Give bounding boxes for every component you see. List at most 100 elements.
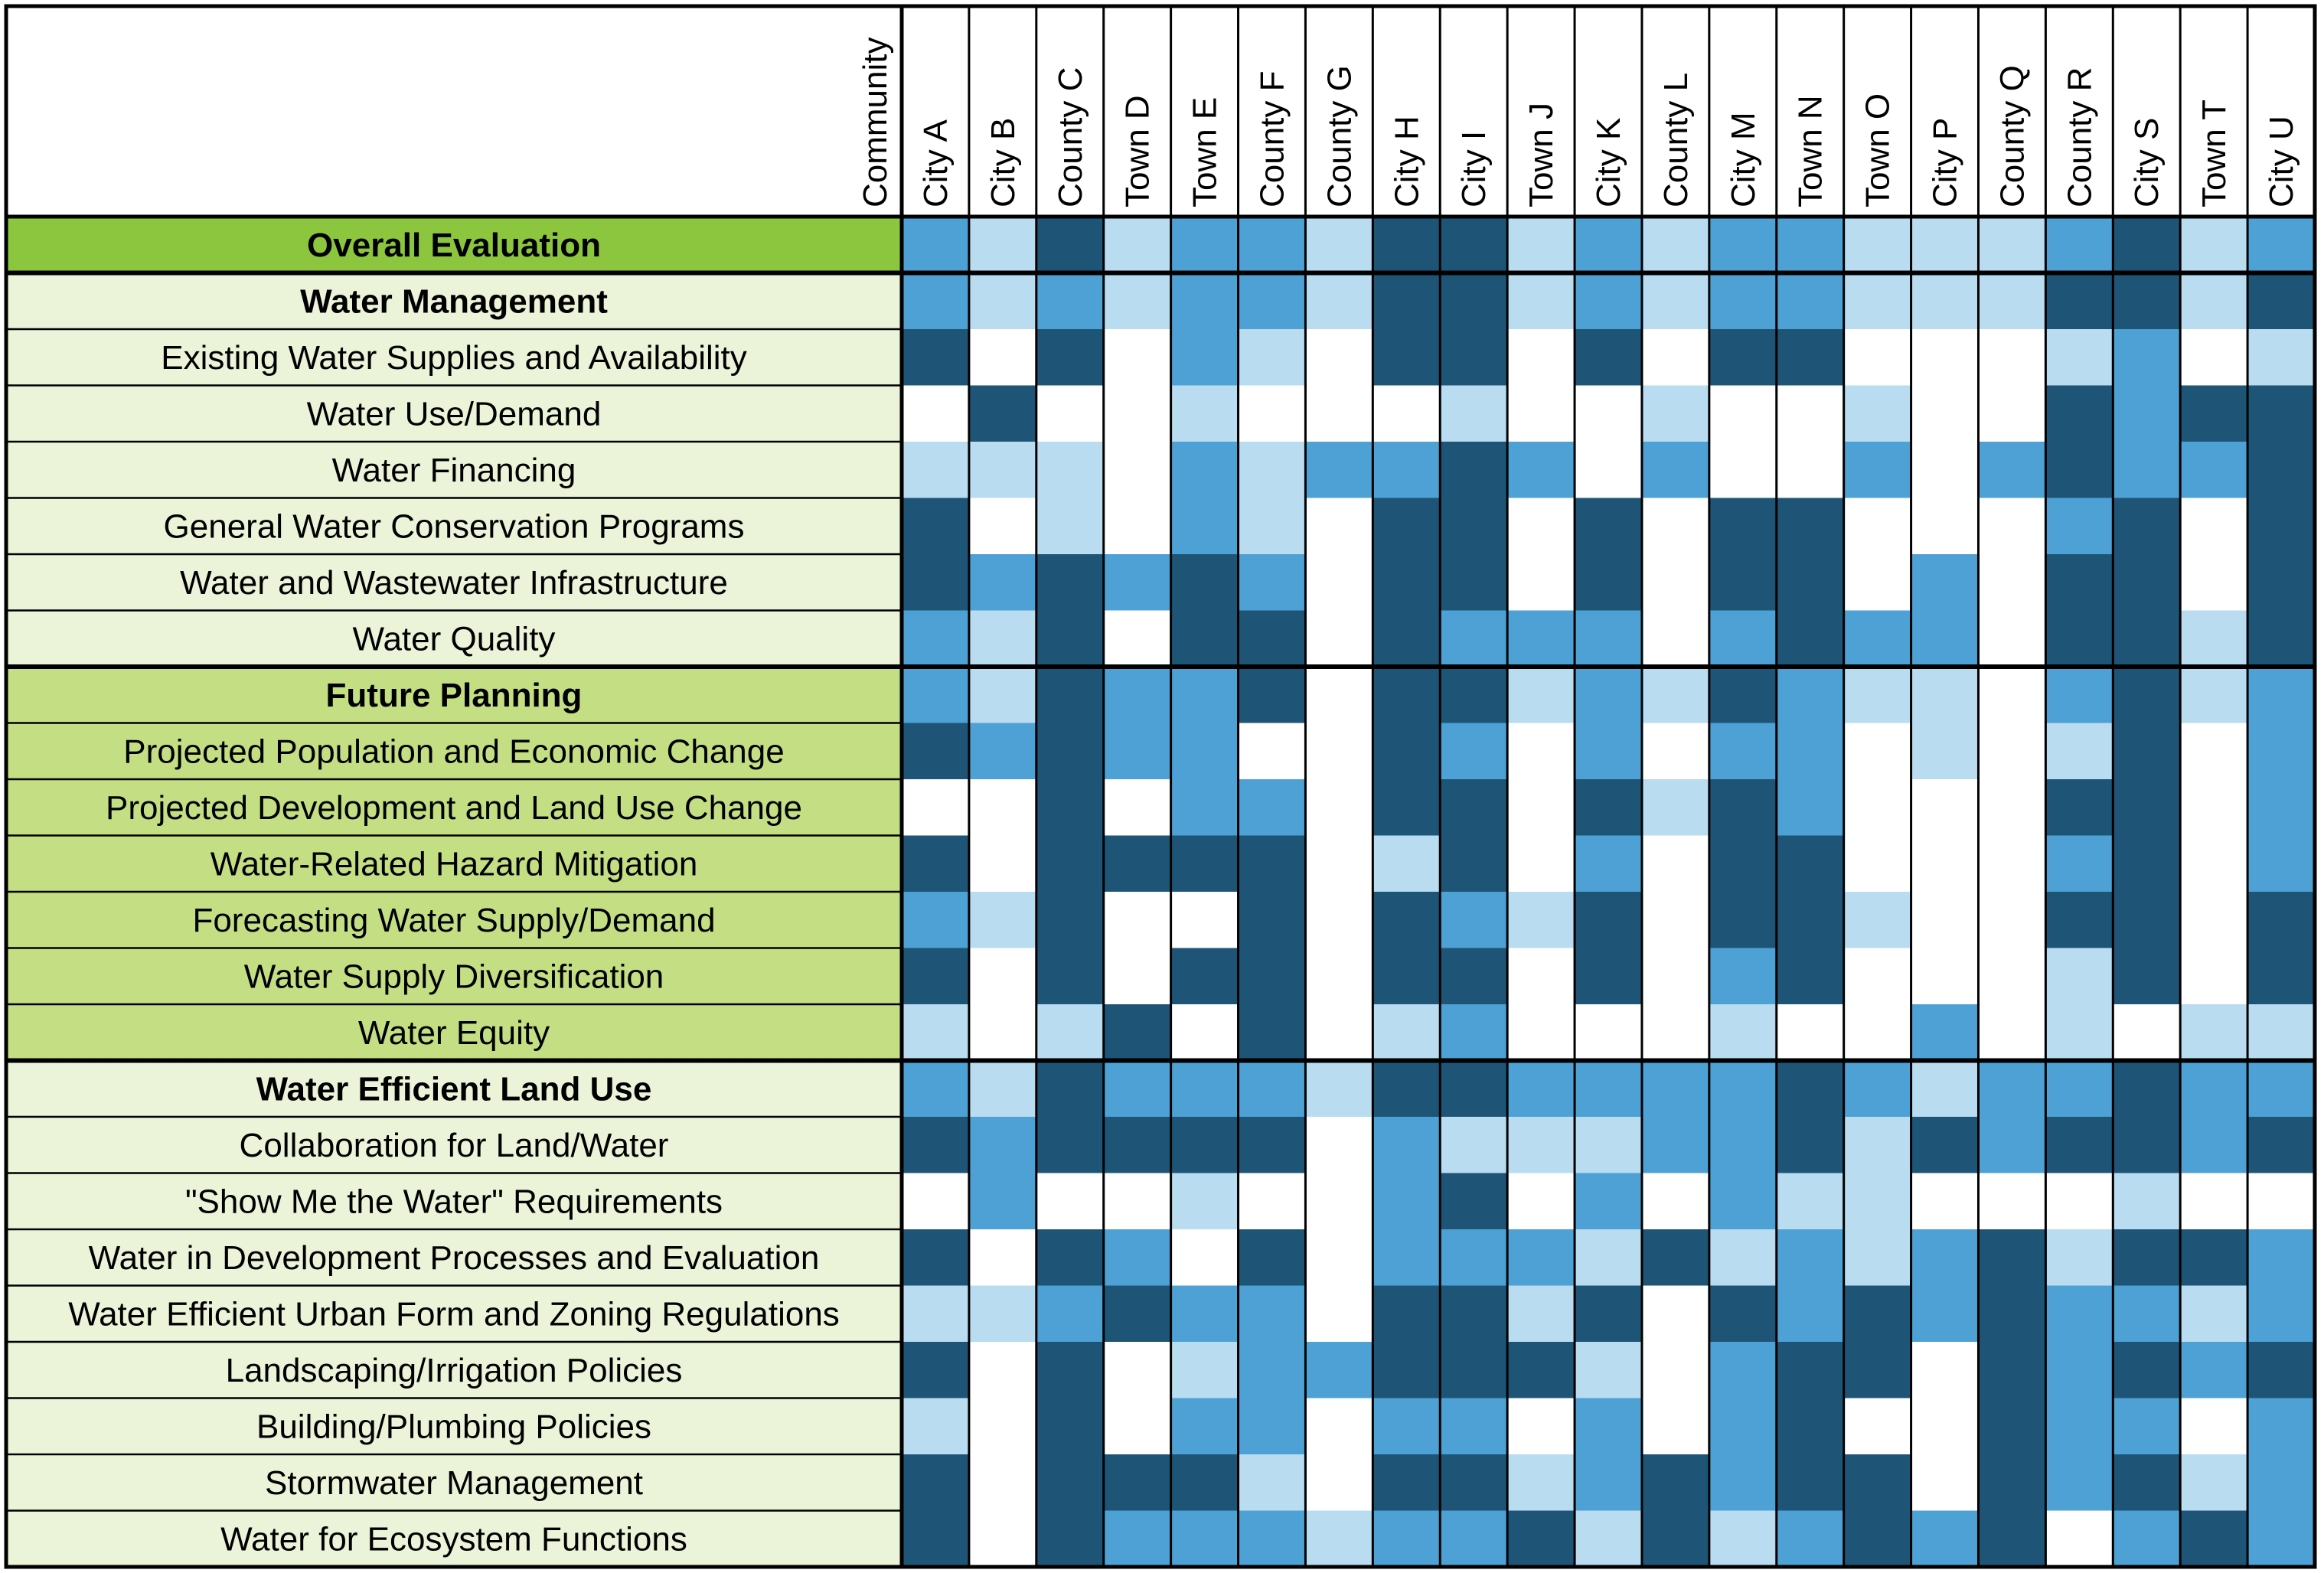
heatmap-cell: [2247, 1454, 2316, 1512]
heatmap-cell: [2113, 948, 2181, 1005]
heatmap-cell: [968, 217, 1037, 274]
heatmap-cell: [2180, 1285, 2248, 1343]
heatmap-cell: [1776, 385, 1845, 442]
heatmap-cell: [1373, 329, 1441, 387]
heatmap-cell: [1843, 554, 1912, 612]
heatmap-cell: [1373, 1454, 1441, 1512]
heatmap-cell: [1507, 442, 1575, 499]
heatmap-cell: [1641, 329, 1710, 387]
heatmap-cell: [1978, 892, 2046, 949]
row-label: Water Management: [300, 282, 608, 320]
heatmap-cell: [1238, 329, 1307, 387]
heatmap-cell: [1036, 385, 1105, 442]
heatmap-cell: [1709, 1285, 1777, 1343]
heatmap-cell: [2180, 442, 2248, 499]
row-label-background: [6, 554, 902, 612]
heatmap-cell: [1238, 442, 1307, 499]
heatmap-cell: [2113, 554, 2181, 612]
heatmap-cell: [1373, 273, 1441, 330]
heatmap-cell: [902, 498, 970, 555]
heatmap-cell: [2180, 498, 2248, 555]
heatmap-cell: [1305, 835, 1373, 893]
heatmap-cell: [2045, 723, 2113, 780]
heatmap-cell: [1641, 1285, 1710, 1343]
row-label: Water Efficient Urban Form and Zoning Re…: [68, 1295, 840, 1333]
heatmap-cell: [2180, 1173, 2248, 1230]
column-label: City B: [984, 118, 1022, 207]
heatmap-cell: [2045, 892, 2113, 949]
heatmap-cell: [968, 1342, 1037, 1399]
heatmap-cell: [2247, 1004, 2316, 1062]
heatmap-cell: [1440, 1004, 1508, 1062]
heatmap-cell: [1440, 892, 1508, 949]
heatmap-cell: [1170, 667, 1239, 724]
heatmap-cell: [1507, 1173, 1575, 1230]
heatmap-cell: [2113, 610, 2181, 667]
heatmap-cell: [2113, 1060, 2181, 1118]
heatmap-cell: [1776, 892, 1845, 949]
heatmap-cell: [902, 442, 970, 499]
heatmap-cell: [1305, 329, 1373, 387]
row-label: Water Use/Demand: [307, 395, 602, 432]
heatmap-cell: [1776, 948, 1845, 1005]
heatmap-cell: [1170, 723, 1239, 780]
heatmap-cell: [1641, 835, 1710, 893]
heatmap-cell: [1373, 1285, 1441, 1343]
heatmap-cell: [1440, 667, 1508, 724]
heatmap-cell: [1978, 1342, 2046, 1399]
heatmap-cell: [1036, 1229, 1105, 1287]
heatmap-cell: [1036, 835, 1105, 893]
heatmap-cell: [1507, 1060, 1575, 1118]
heatmap-cell: [1911, 835, 1980, 893]
row-label: Projected Population and Economic Change: [123, 733, 784, 770]
heatmap-cell: [2045, 1173, 2113, 1230]
heatmap-cell: [1238, 610, 1307, 667]
heatmap-cell: [1575, 273, 1643, 330]
column-label: County R: [2061, 67, 2098, 207]
heatmap-cell: [1641, 892, 1710, 949]
heatmap-cell: [1911, 1285, 1980, 1343]
heatmap-cell: [1575, 610, 1643, 667]
row-label: Future Planning: [326, 677, 583, 714]
heatmap-cell: [1507, 1510, 1575, 1568]
heatmap-cell: [1440, 1510, 1508, 1568]
row-label: Water and Wastewater Infrastructure: [180, 564, 728, 602]
heatmap-cell: [1843, 1173, 1912, 1230]
heatmap-cell: [2113, 1342, 2181, 1399]
row-label-background: [6, 723, 902, 780]
heatmap-cell: [1170, 498, 1239, 555]
heatmap-cell: [1507, 723, 1575, 780]
heatmap-cell: [1575, 1173, 1643, 1230]
heatmap-cell: [1238, 835, 1307, 893]
heatmap-cell: [1440, 329, 1508, 387]
heatmap-cell: [1507, 892, 1575, 949]
heatmap-cell: [1843, 1398, 1912, 1455]
heatmap-cell: [1373, 667, 1441, 724]
heatmap-cell: [2180, 385, 2248, 442]
column-label: County L: [1657, 73, 1695, 207]
heatmap-cell: [1978, 329, 2046, 387]
heatmap-cell: [2247, 723, 2316, 780]
heatmap-cell: [1305, 554, 1373, 612]
heatmap-cell: [1978, 1117, 2046, 1174]
heatmap-cell: [1440, 1285, 1508, 1343]
column-label: Town T: [2195, 100, 2233, 207]
heatmap-cell: [1103, 1510, 1172, 1568]
heatmap-cell: [1911, 1342, 1980, 1399]
heatmap-cell: [1709, 1117, 1777, 1174]
column-label: County G: [1320, 65, 1358, 207]
heatmap-cell: [1103, 948, 1172, 1005]
row-label-background: [6, 1173, 902, 1230]
heatmap-cell: [1103, 892, 1172, 949]
heatmap-cell: [1036, 329, 1105, 387]
heatmap-cell: [2113, 273, 2181, 330]
heatmap-cell: [1373, 1342, 1441, 1399]
row-label: Collaboration for Land/Water: [240, 1127, 669, 1164]
heatmap-cell: [2247, 1510, 2316, 1568]
heatmap-cell: [902, 1398, 970, 1455]
row-label-background: [6, 329, 902, 387]
heatmap-cell: [1507, 273, 1575, 330]
heatmap-cell: [968, 667, 1037, 724]
heatmap-cell: [1507, 610, 1575, 667]
heatmap-cell: [2247, 273, 2316, 330]
